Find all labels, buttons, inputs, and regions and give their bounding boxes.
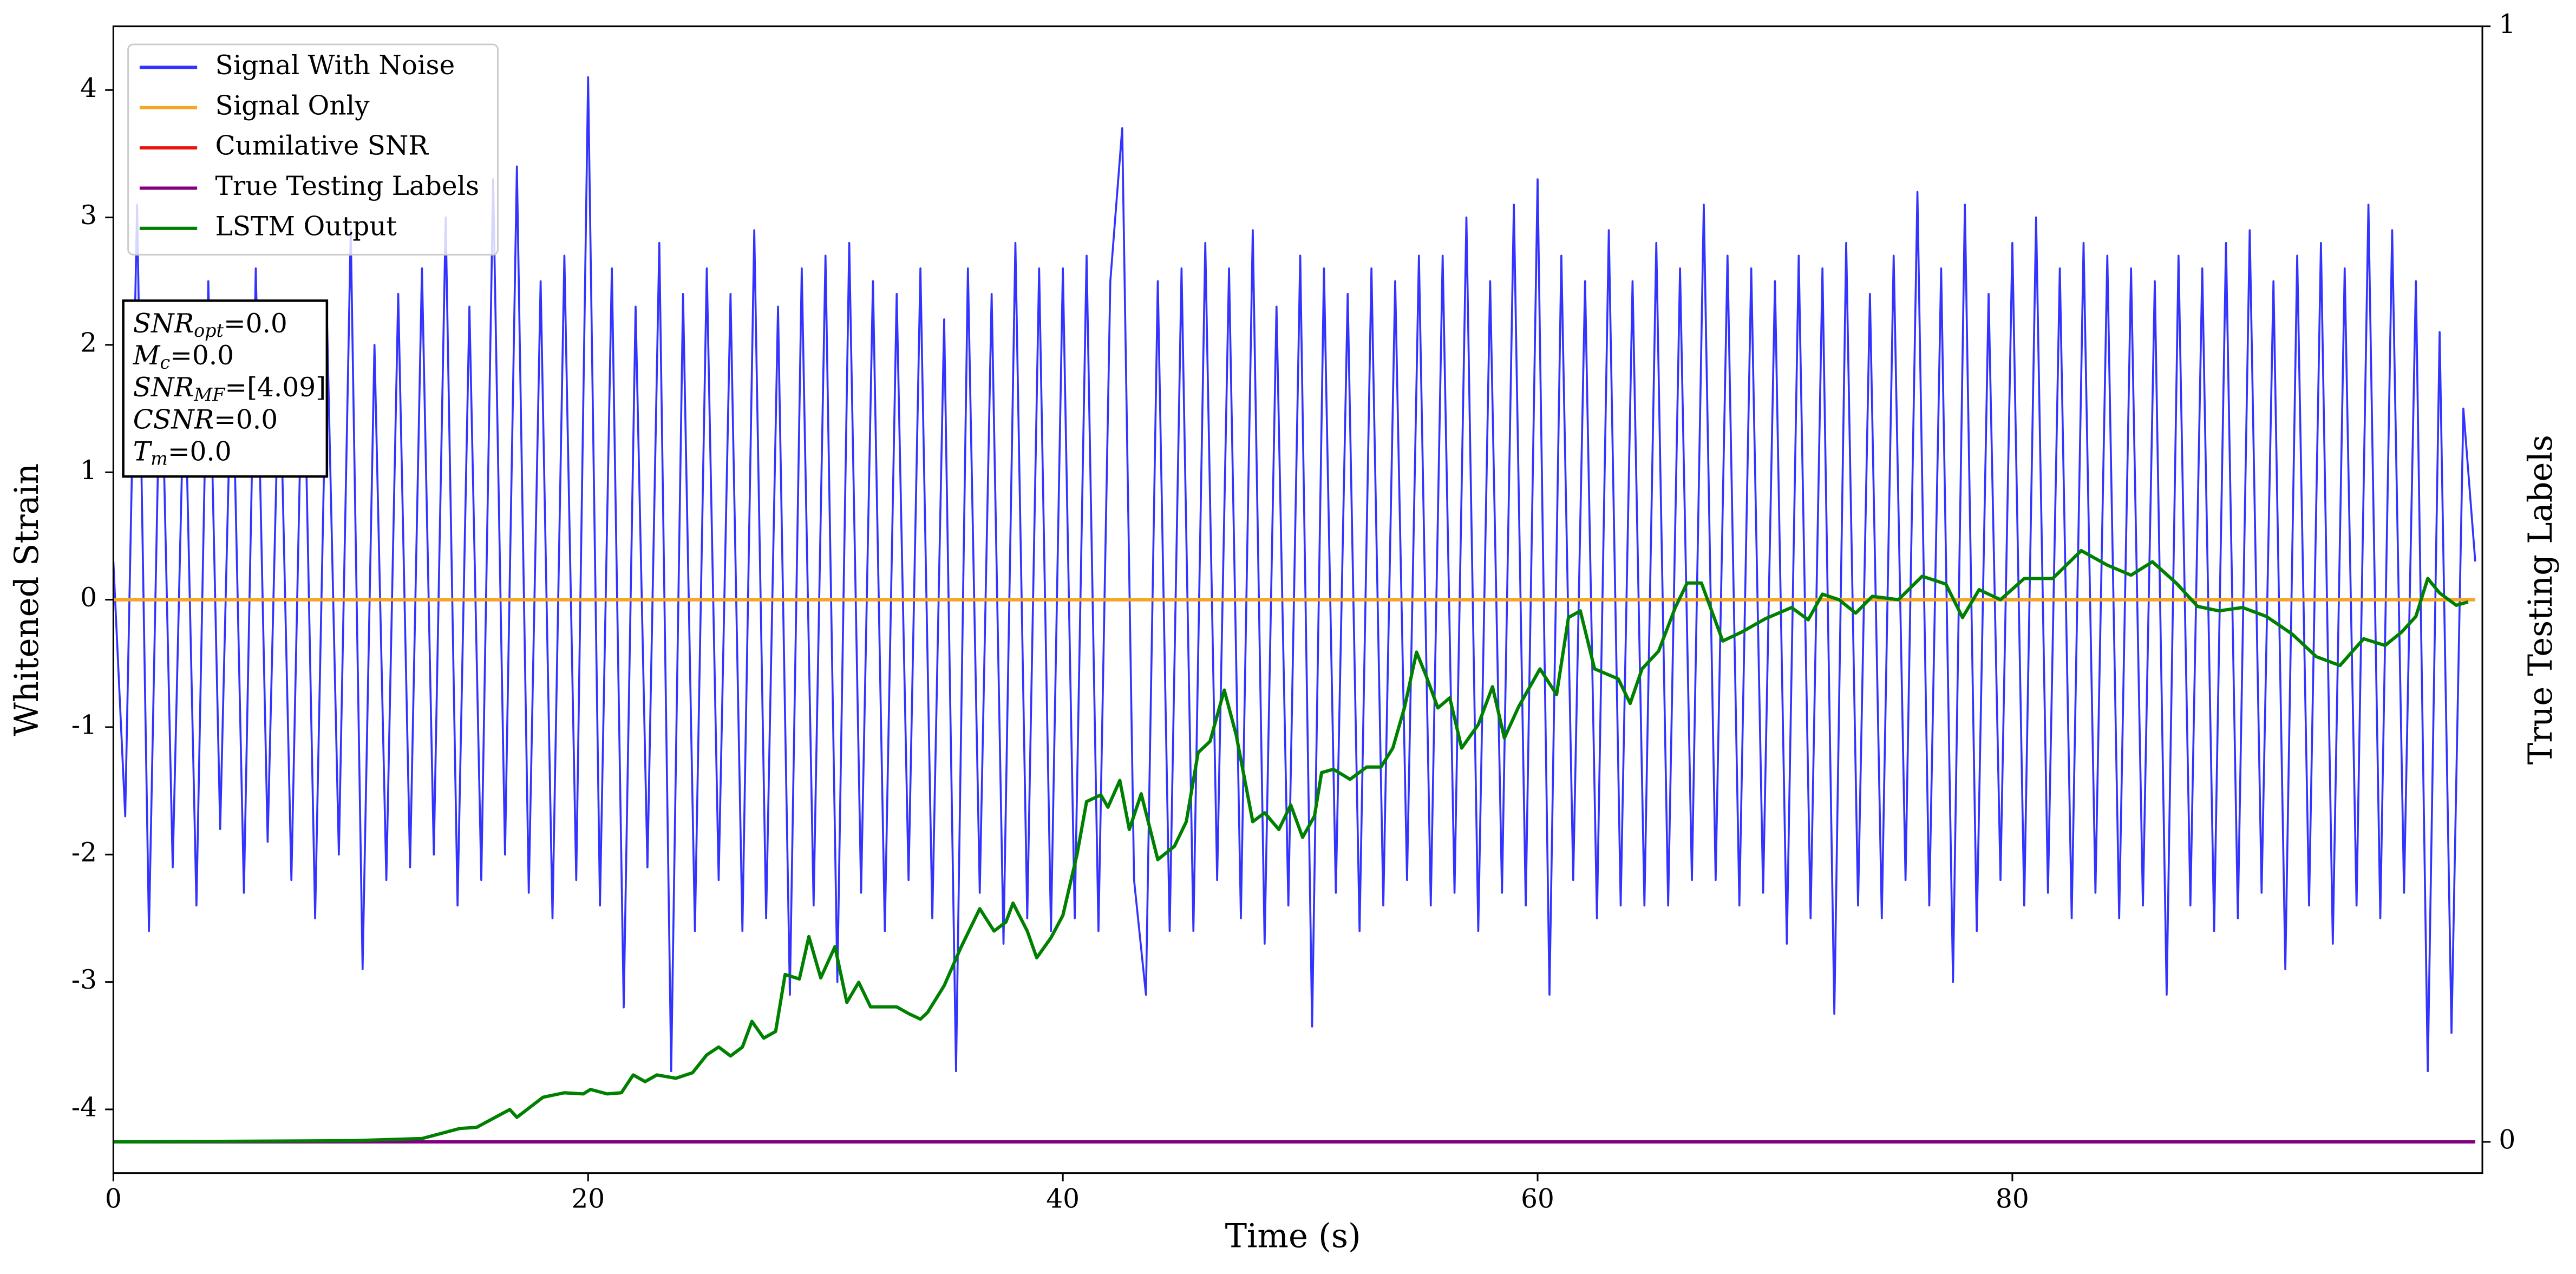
x-tick-label: 20 xyxy=(571,1184,605,1214)
y-tick-label: 0 xyxy=(80,583,97,613)
series-line xyxy=(113,548,2469,1144)
x-tick-label: 80 xyxy=(1996,1184,2029,1214)
y2-tick-label: 1 xyxy=(2499,9,2515,40)
legend-label: True Testing Labels xyxy=(215,171,480,201)
annotation: SNRopt=0.0Mc=0.0SNRMF=[4.09]CSNR=0.0Tm=0… xyxy=(133,308,326,469)
y-tick-label: 2 xyxy=(80,328,97,358)
y2-axis-label: True Testing Labels xyxy=(2522,435,2560,765)
legend-label: Cumilative SNR xyxy=(215,131,429,161)
annotation-value: =0.0 xyxy=(168,436,232,467)
annotation-subscript: c xyxy=(160,352,171,373)
series-line xyxy=(113,76,2476,1073)
annotation-subscript: opt xyxy=(194,320,224,341)
legend: Signal With Noise Signal Only Cumilative S… xyxy=(139,50,480,241)
annotation-symbol: SNR xyxy=(133,308,194,338)
y-tick-label: 1 xyxy=(80,455,97,486)
y-tick-label: -3 xyxy=(71,965,97,995)
legend-box xyxy=(127,43,499,256)
x-tick-label: 0 xyxy=(105,1184,122,1214)
x-tick-label: 60 xyxy=(1521,1184,1554,1214)
annotation-symbol: SNR xyxy=(133,373,194,403)
annotation-value: =0.0 xyxy=(224,308,287,338)
legend-label: LSTM Output xyxy=(215,211,397,241)
legend-label: Signal Only xyxy=(215,90,370,121)
annotation-subscript: m xyxy=(151,448,168,469)
annotation-line: Mc=0.0 xyxy=(133,341,234,374)
x-axis-label: Time (s) xyxy=(1225,1218,1361,1256)
annotation-line: SNRopt=0.0 xyxy=(133,308,287,341)
annotation-symbol: T xyxy=(133,436,153,467)
annotation-value: =[4.09] xyxy=(225,373,326,403)
y-tick-label: -2 xyxy=(71,838,97,868)
y-tick-label: -4 xyxy=(71,1092,97,1122)
y-axis-label: Whitened Strain xyxy=(8,463,46,736)
y2-tick-label: 0 xyxy=(2499,1125,2515,1155)
annotation-symbol: CSNR xyxy=(133,404,214,435)
annotation-line: Tm=0.0 xyxy=(133,436,232,469)
x-tick-label: 40 xyxy=(1046,1184,1080,1214)
annotation-line: CSNR=0.0 xyxy=(133,404,278,435)
annotation-value: =0.0 xyxy=(170,341,234,371)
y-tick-label: 4 xyxy=(80,73,97,103)
annotation-value: =0.0 xyxy=(214,404,278,435)
plot-area xyxy=(113,76,2476,1144)
annotation-symbol: M xyxy=(133,341,161,371)
annotation-box xyxy=(122,299,329,478)
legend-label: Signal With Noise xyxy=(215,50,455,81)
annotation-line: SNRMF=[4.09] xyxy=(133,373,326,406)
y-tick-label: -1 xyxy=(71,710,97,740)
annotation-subscript: MF xyxy=(193,384,226,405)
y-tick-label: 3 xyxy=(80,200,97,231)
